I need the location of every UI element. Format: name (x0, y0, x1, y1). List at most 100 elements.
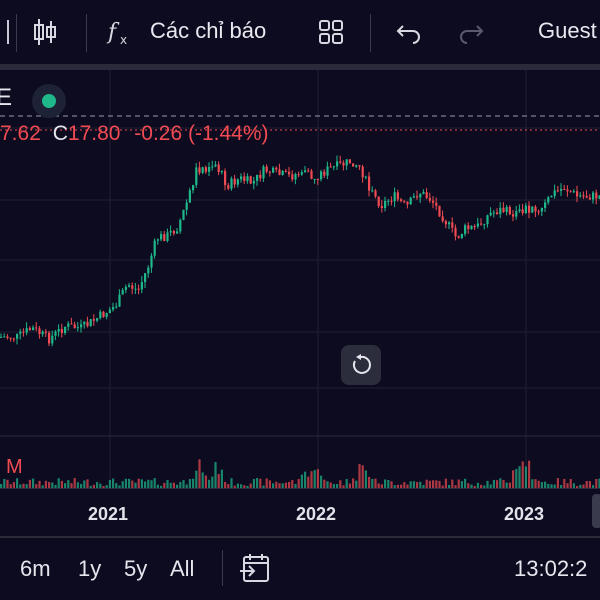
candle (195, 167, 198, 186)
candle (348, 159, 351, 164)
volume-bar (432, 480, 435, 488)
user-label[interactable]: Guest (538, 18, 597, 43)
candle (310, 170, 313, 180)
volume-bar (492, 479, 495, 488)
sidebar-edge-icon[interactable] (0, 16, 24, 48)
volume-bar (390, 481, 393, 488)
volume-bar (291, 480, 294, 488)
redo-icon[interactable] (456, 16, 486, 48)
range-button-1y[interactable]: 1y (78, 556, 102, 581)
candle (476, 223, 479, 227)
volume-bar (185, 484, 188, 488)
candle (544, 202, 547, 208)
volume-bar (563, 478, 566, 488)
price-chart[interactable] (0, 70, 600, 536)
volume-bar (204, 475, 207, 488)
toolbar-separator (16, 14, 17, 52)
candle (115, 306, 118, 308)
candle (73, 324, 76, 329)
volume-bar (144, 481, 147, 488)
volume-bar (105, 485, 108, 488)
range-button-all[interactable]: All (170, 556, 195, 581)
bottom-separator (222, 550, 223, 586)
candle (28, 328, 31, 330)
candle (329, 166, 332, 168)
candle (492, 212, 495, 214)
candle (156, 239, 159, 241)
candle (339, 161, 342, 163)
volume-bar (336, 484, 339, 488)
volume-bar (406, 484, 409, 488)
market-open-dot-icon (42, 94, 56, 108)
market-status[interactable] (32, 84, 66, 118)
toolbar-separator (86, 14, 87, 52)
volume-bar (566, 483, 569, 488)
candle (422, 192, 425, 194)
candle (480, 223, 483, 225)
svg-text:f: f (106, 20, 120, 45)
volume-bar (281, 483, 284, 488)
volume-bar (326, 481, 329, 488)
candle (336, 161, 339, 167)
volume-bar (368, 476, 371, 488)
x-tick-label: 2023 (504, 504, 545, 524)
volume-bar (457, 479, 460, 488)
candle (163, 234, 166, 242)
volume-bar (358, 464, 361, 488)
volume-bar (332, 484, 335, 488)
volume-bar (60, 480, 63, 488)
candle (166, 232, 169, 242)
volume-bar (214, 462, 217, 488)
candle (89, 319, 92, 327)
candle (556, 190, 559, 192)
time-axis-scrollbar[interactable] (592, 494, 600, 528)
volume-bar (3, 478, 6, 488)
candle (320, 171, 323, 180)
candle (288, 171, 291, 175)
volume-bar (371, 478, 374, 488)
volume-bar (153, 478, 156, 488)
candle (502, 207, 505, 212)
time-axis-line (0, 488, 600, 489)
volume-bar (473, 485, 476, 488)
candle (60, 328, 63, 333)
candlestick-chart-icon[interactable] (30, 16, 60, 48)
candle (448, 222, 451, 225)
candle (128, 285, 131, 287)
volume-bar (505, 482, 508, 488)
candle (524, 205, 527, 214)
candle (566, 189, 569, 192)
candle (316, 178, 319, 180)
candle (121, 289, 124, 295)
volume-bar (284, 482, 287, 488)
candle (512, 214, 515, 217)
candle (118, 294, 121, 307)
ohlc-legend: 7.62 C17.80 -0.26 (-1.44%) (0, 122, 269, 146)
reset-chart-button[interactable] (341, 345, 381, 385)
volume-bar (435, 480, 438, 488)
candle (547, 197, 550, 203)
volume-bar (329, 482, 332, 488)
layout-grid-icon[interactable] (316, 16, 346, 48)
volume-bar (70, 483, 73, 488)
candle (371, 190, 374, 192)
range-button-5y[interactable]: 5y (124, 556, 148, 581)
candle (80, 324, 83, 328)
candle (131, 285, 134, 289)
volume-bar (262, 485, 265, 488)
candle (579, 195, 582, 197)
indicators-button[interactable]: Các chỉ báo (150, 18, 267, 43)
candle (425, 192, 428, 198)
undo-icon[interactable] (394, 16, 424, 48)
go-to-date-button[interactable] (238, 552, 272, 584)
volume-bar (345, 479, 348, 488)
fx-indicators-icon[interactable]: f x (106, 16, 136, 48)
volume-bar (310, 471, 313, 488)
volume-bar (460, 481, 463, 488)
range-button-6m[interactable]: 6m (20, 556, 51, 581)
volume-bar (422, 485, 425, 488)
candle (553, 190, 556, 197)
candle (457, 236, 460, 238)
volume-bar (192, 478, 195, 488)
volume-bar (454, 485, 457, 488)
